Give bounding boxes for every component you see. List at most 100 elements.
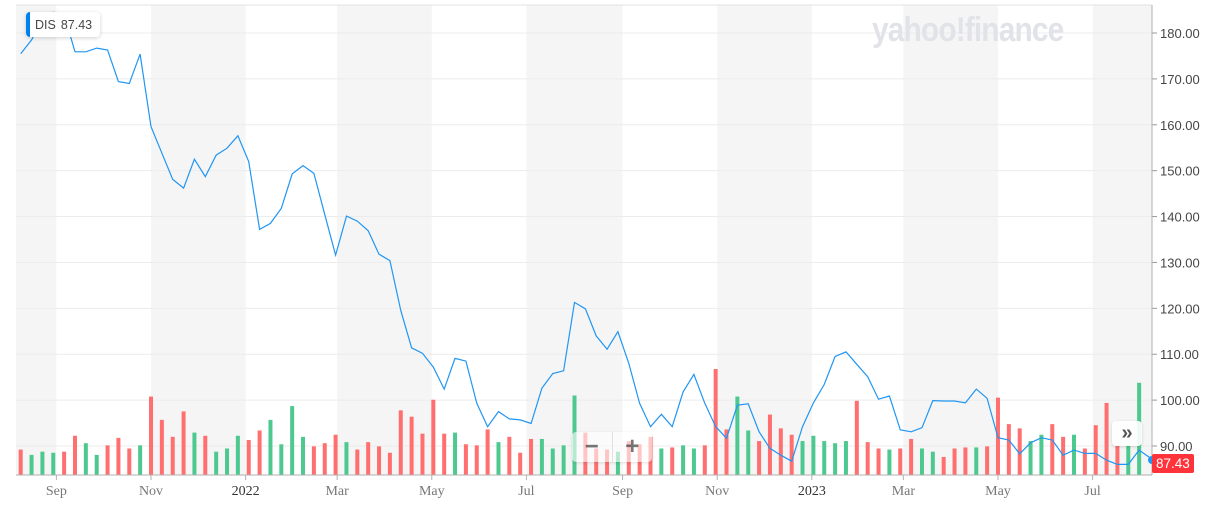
volume-bar [235, 435, 240, 475]
volume-bar [149, 396, 154, 475]
tooltip-symbol: DIS [35, 17, 56, 32]
volume-bar [909, 438, 914, 475]
volume-bar [930, 451, 935, 475]
volume-bar [268, 419, 273, 475]
volume-bar [605, 449, 610, 475]
zoom-controls: − + [572, 432, 652, 462]
volume-bar [691, 448, 696, 475]
volume-bar [301, 436, 306, 475]
y-tick-label: 110.00 [1160, 347, 1199, 362]
volume-bar [192, 432, 197, 475]
volume-bar [279, 444, 284, 475]
volume-bar [615, 451, 620, 475]
volume-bar [40, 451, 45, 475]
volume-bar [246, 440, 251, 475]
volume-bar [474, 445, 479, 475]
volume-bar [1028, 441, 1033, 475]
volume-bar [789, 434, 794, 475]
volume-bar [778, 428, 783, 475]
volume-bar [496, 442, 501, 475]
volume-bar [833, 443, 838, 475]
volume-bar [51, 452, 56, 475]
volume-bar [822, 441, 827, 475]
volume-bar [116, 437, 121, 475]
volume-bar [387, 452, 392, 475]
x-tick-label: May [419, 484, 445, 499]
volume-bar [1039, 434, 1044, 475]
volume-bar [659, 448, 664, 475]
volume-bar [1126, 445, 1131, 475]
month-bands [16, 5, 1152, 475]
volume-bar [355, 449, 360, 475]
volume-bar [105, 445, 110, 475]
zoom-in-button[interactable]: + [625, 433, 640, 460]
volume-bar [442, 433, 447, 475]
y-tick-label: 100.00 [1160, 393, 1200, 408]
volume-bar [398, 410, 403, 475]
volume-bar [311, 446, 316, 475]
x-tick-label: Mar [325, 484, 349, 499]
volume-bar [670, 447, 675, 475]
volume-bar [225, 448, 230, 475]
zoom-out-button[interactable]: − [572, 432, 613, 462]
volume-bar [62, 451, 67, 475]
volume-bar [507, 436, 512, 475]
y-tick-label: 170.00 [1160, 72, 1200, 87]
volume-bar [377, 446, 382, 475]
volume-bar [518, 452, 523, 475]
volume-bar [344, 442, 349, 475]
volume-bar [18, 449, 23, 475]
volume-bar [159, 419, 164, 475]
volume-bar [843, 441, 848, 475]
volume-bar [72, 435, 77, 475]
y-tick-label: 180.00 [1160, 26, 1200, 41]
volume-bar [1017, 428, 1022, 475]
volume-bar [1071, 434, 1076, 475]
volume-bar [887, 449, 892, 475]
volume-bar [485, 429, 490, 475]
volume-bar [1093, 425, 1098, 475]
volume-bar [127, 448, 132, 475]
shaded-period-band [16, 5, 57, 475]
volume-bar [290, 406, 295, 475]
volume-bar [539, 438, 544, 475]
volume-bar [1006, 424, 1011, 475]
x-tick-label: May [985, 484, 1011, 499]
volume-bar [724, 429, 729, 475]
volume-bar [1061, 436, 1066, 475]
volume-bar [985, 446, 990, 475]
axes: 90.00 100.00 110.00 120.00 130.00 140.00 150.0… [16, 5, 1200, 499]
volume-bar [952, 448, 957, 475]
shaded-period-band [717, 5, 812, 475]
y-tick-label: 90.00 [1160, 439, 1193, 454]
volume-bar [735, 396, 740, 475]
y-tick-label: 160.00 [1160, 118, 1200, 133]
x-tick-label: Sep [46, 484, 67, 499]
y-tick-label: 120.00 [1160, 301, 1200, 316]
volume-bar [257, 430, 262, 475]
volume-bar [854, 400, 859, 475]
shaded-period-band [1092, 5, 1152, 475]
volume-bar [366, 442, 371, 475]
yahoo-finance-logo: yahoo!finance [872, 11, 1064, 49]
x-tick-label: Nov [705, 484, 729, 499]
volume-bar [431, 399, 436, 475]
volume-bar [919, 448, 924, 475]
volume-bar [529, 438, 534, 475]
shaded-period-band [151, 5, 246, 475]
volume-bar [681, 445, 686, 475]
gridlines [16, 4, 1152, 447]
volume-bar [974, 447, 979, 475]
y-tick-label: 150.00 [1160, 164, 1200, 179]
volume-bar [409, 416, 414, 475]
volume-bar [746, 430, 751, 475]
y-tick-label: 140.00 [1160, 210, 1200, 225]
volume-bar [898, 448, 903, 475]
x-tick-label: 2022 [232, 484, 260, 499]
volume-bar [203, 435, 208, 475]
volume-bar [29, 454, 34, 475]
volume-bar [865, 442, 870, 475]
volume-bar [561, 445, 566, 475]
scroll-right-button[interactable]: » [1112, 421, 1142, 446]
